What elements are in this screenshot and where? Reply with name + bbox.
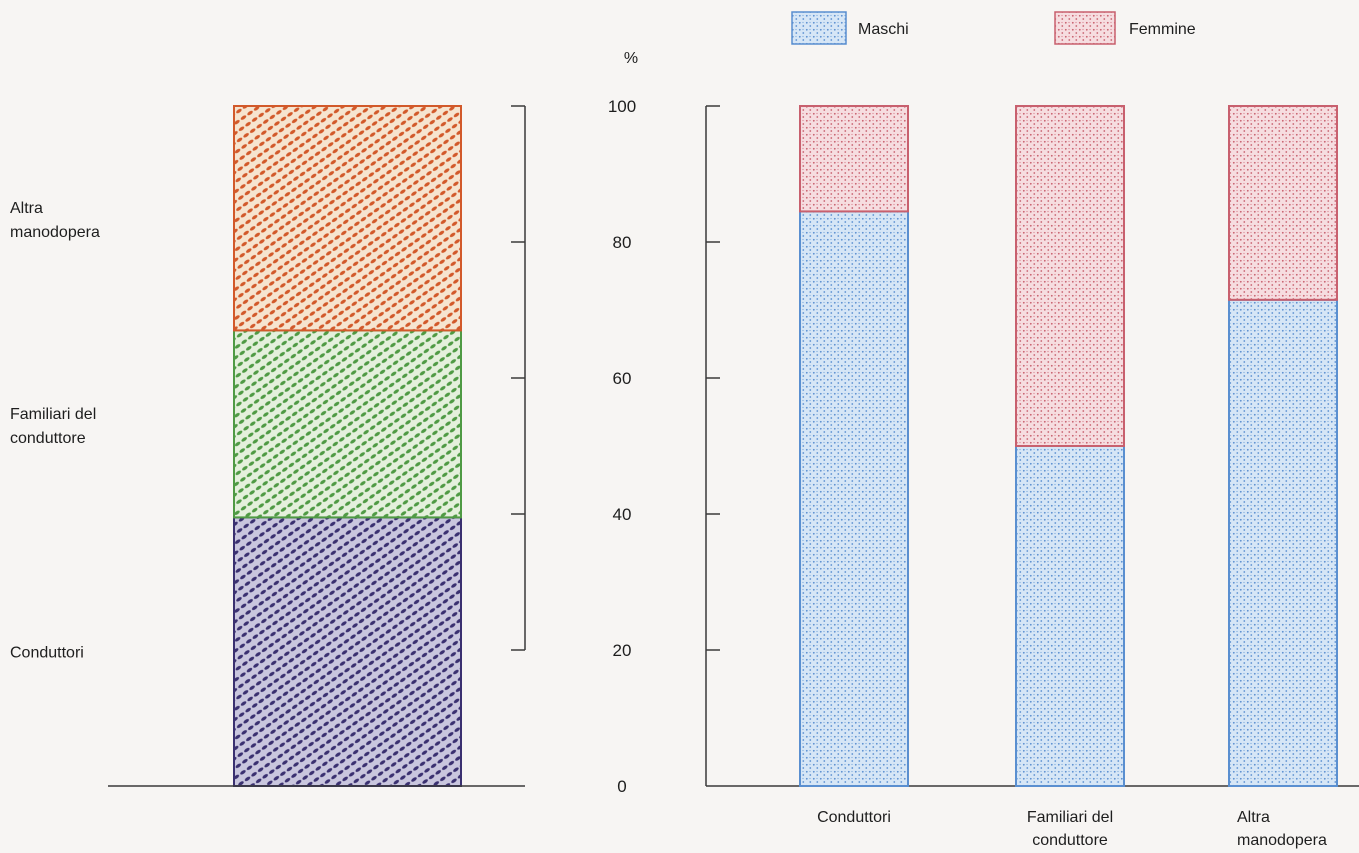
right-bar-segment-maschi [1015,445,1125,787]
legend-item-femmine: Femmine [1054,11,1196,45]
right-bar-segment-maschi [1228,298,1338,787]
left-bar-segment [233,329,462,519]
right-bar-segment-femmine [1228,105,1338,301]
y-tick-labels: 0 20 40 60 80 100 [608,97,636,796]
left-bar-segment [233,516,462,788]
right-category-labels: Conduttori Familiari del conduttore Altra ma… [817,809,1327,849]
right-bar-segments [799,105,1338,787]
right-bar-segment-femmine [1015,105,1125,447]
left-y-axis [108,105,526,787]
x-category-label: Conduttori [817,809,891,826]
y-tick-label: 40 [613,505,632,524]
legend-item-maschi: Maschi [791,11,909,45]
legend-label-femmine: Femmine [1129,21,1196,38]
left-bar-segments [233,105,462,788]
x-category-label: Familiari del conduttore [1027,809,1113,849]
y-tick-label: 20 [613,641,632,660]
left-bar-segment [233,105,462,332]
y-tick-label: 0 [617,777,626,796]
y-axis-unit-label: % [624,50,638,67]
right-bar-segment-femmine [799,105,909,213]
left-segment-label: Conduttori [10,645,84,662]
left-segment-label: Familiari del conduttore [10,406,96,447]
left-chart: Conduttori Familiari del conduttore Altra ma… [10,105,526,788]
legend-swatch-maschi [791,11,847,45]
y-tick-label: 100 [608,97,636,116]
left-segment-label: Altra manodopera [10,200,100,241]
y-tick-label: 60 [613,369,632,388]
y-tick-label: 80 [613,233,632,252]
legend-swatch-femmine [1054,11,1116,45]
legend: Maschi Femmine [791,11,1196,45]
right-chart: Conduttori Familiari del conduttore Altra ma… [705,105,1359,849]
left-segment-labels: Conduttori Familiari del conduttore Altra ma… [10,200,100,662]
right-bar-segment-maschi [799,210,909,787]
x-category-label: Altra manodopera [1237,809,1327,849]
legend-label-maschi: Maschi [858,21,909,38]
